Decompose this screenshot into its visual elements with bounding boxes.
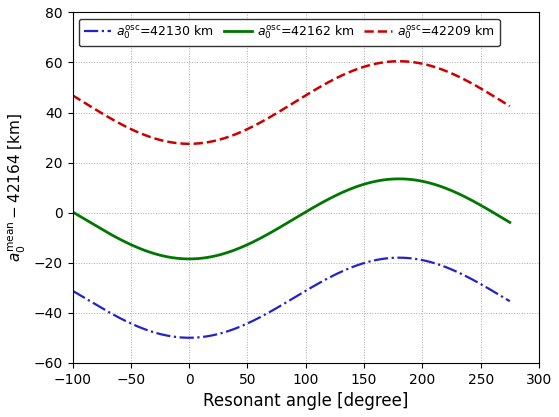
Y-axis label: $a_0^{\mathrm{mean}} - 42164\ \mathrm{[km]}$: $a_0^{\mathrm{mean}} - 42164\ \mathrm{[k…	[7, 113, 28, 262]
X-axis label: Resonant angle [degree]: Resonant angle [degree]	[203, 392, 409, 410]
Legend: $a_0^{\mathrm{osc}}$=42130 km, $a_0^{\mathrm{osc}}$=42162 km, $a_0^{\mathrm{osc}: $a_0^{\mathrm{osc}}$=42130 km, $a_0^{\ma…	[79, 19, 500, 46]
